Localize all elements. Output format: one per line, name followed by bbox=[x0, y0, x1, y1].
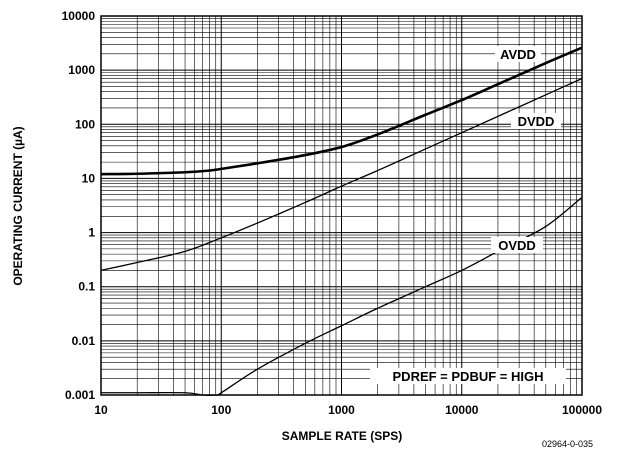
y-tick-label: 100 bbox=[75, 117, 95, 131]
series-label-ovdd-box: OVDD bbox=[491, 237, 543, 253]
series-label-dvdd-box: DVDD bbox=[511, 113, 561, 129]
x-tick-label: 10 bbox=[94, 403, 108, 417]
x-tick-label: 100000 bbox=[562, 403, 602, 417]
y-axis-title: OPERATING CURRENT (µA) bbox=[11, 126, 25, 285]
series-line-dvdd bbox=[100, 77, 583, 272]
y-tick-label: 0.1 bbox=[78, 280, 95, 294]
x-tick-label: 1000 bbox=[328, 403, 355, 417]
series-label-ovdd: OVDD bbox=[498, 238, 536, 253]
grid-lines bbox=[100, 16, 582, 396]
y-tick-label: 0.001 bbox=[65, 388, 95, 402]
tick-labels: 10 100 1000 10000 100000 0.001 0.01 0.1 1 10 100 10… bbox=[62, 9, 603, 417]
x-tick-label: 10000 bbox=[445, 403, 479, 417]
series-lines bbox=[100, 46, 583, 397]
series-label-dvdd: DVDD bbox=[518, 114, 555, 129]
annotation-box: PDREF = PDBUF = HIGH bbox=[370, 368, 566, 384]
figure-id: 02964-0-035 bbox=[542, 439, 593, 449]
y-tick-label: 10000 bbox=[62, 9, 96, 23]
annotation-pdref-pdbuf: PDREF = PDBUF = HIGH bbox=[393, 369, 544, 384]
y-tick-label: 1 bbox=[88, 226, 95, 240]
series-label-avdd-box: AVDD bbox=[495, 46, 541, 62]
x-axis-title: SAMPLE RATE (SPS) bbox=[282, 429, 402, 443]
plot-frame bbox=[100, 15, 583, 396]
y-tick-label: 0.01 bbox=[72, 334, 96, 348]
x-tick-label: 100 bbox=[211, 403, 231, 417]
series-line-avdd bbox=[100, 46, 583, 176]
series-line-ovdd bbox=[101, 196, 583, 397]
y-tick-label: 10 bbox=[82, 171, 96, 185]
series-label-avdd: AVDD bbox=[500, 47, 536, 62]
y-tick-label: 1000 bbox=[68, 63, 95, 77]
